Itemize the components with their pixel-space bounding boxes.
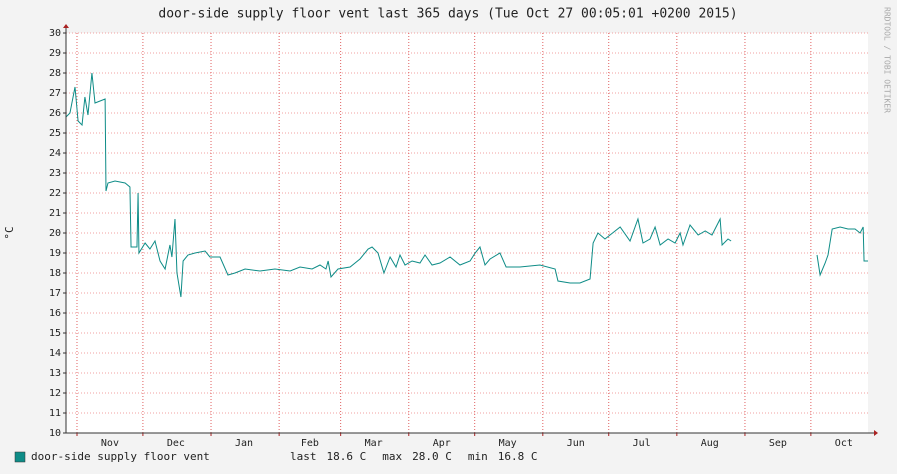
y-tick-label: 27 xyxy=(49,88,61,99)
y-tick-label: 14 xyxy=(49,348,61,359)
y-tick-label: 13 xyxy=(49,368,61,379)
x-axis-arrow xyxy=(874,430,878,436)
x-tick-label: Dec xyxy=(167,438,185,449)
y-tick-label: 11 xyxy=(49,408,61,419)
y-tick-label: 16 xyxy=(49,308,61,319)
y-tick-label: 29 xyxy=(49,48,61,59)
x-tick-label: Jul xyxy=(633,438,651,449)
x-tick-label: Apr xyxy=(433,438,451,449)
x-tick-label: May xyxy=(499,438,517,449)
legend-stat-name: min xyxy=(468,450,488,463)
legend-label: door-side supply floor vent xyxy=(31,450,210,463)
legend-stat-value: 18.6 C xyxy=(327,450,367,463)
y-tick-label: 10 xyxy=(49,428,61,439)
x-tick-label: Nov xyxy=(101,438,119,449)
y-tick-label: 30 xyxy=(49,28,61,39)
y-tick-label: 24 xyxy=(49,148,61,159)
y-tick-label: 17 xyxy=(49,288,61,299)
y-axis-label: °C xyxy=(3,226,16,239)
y-tick-label: 23 xyxy=(49,168,61,179)
y-tick-label: 12 xyxy=(49,388,61,399)
marks xyxy=(65,72,868,298)
legend-stat-value: 28.0 C xyxy=(412,450,452,463)
y-tick-label: 25 xyxy=(49,128,61,139)
y-tick-label: 21 xyxy=(49,208,61,219)
x-tick-label: Feb xyxy=(301,438,319,449)
legend-stat-name: last xyxy=(290,450,317,463)
y-tick-label: 22 xyxy=(49,188,61,199)
legend: door-side supply floor vent last 18.6 C max… xyxy=(14,450,538,463)
legend-stat-value: 16.8 C xyxy=(498,450,538,463)
y-tick-label: 18 xyxy=(49,268,61,279)
y-tick-label: 26 xyxy=(49,108,61,119)
line xyxy=(65,72,868,298)
chart-title: door-side supply floor vent last 365 day… xyxy=(158,7,737,22)
y-axis-arrow xyxy=(63,24,69,28)
y-tick-label: 15 xyxy=(49,328,61,339)
x-tick-label: Jun xyxy=(567,438,585,449)
x-tick-label: Aug xyxy=(701,438,719,449)
y-tick-label: 20 xyxy=(49,228,61,239)
y-tick-label: 19 xyxy=(49,248,61,259)
legend-swatch xyxy=(14,451,26,463)
grid: 10 11 12 13 14 15 16 17 18 19 20 21 22 23 24 25 26 27 28 29… xyxy=(49,28,868,449)
legend-stat-name: max xyxy=(382,450,402,463)
x-tick-label: Jan xyxy=(235,438,253,449)
plot-area xyxy=(66,33,868,433)
y-tick-label: 28 xyxy=(49,68,61,79)
x-tick-label: Sep xyxy=(769,438,787,449)
x-tick-label: Oct xyxy=(835,438,853,449)
x-tick-label: Mar xyxy=(365,438,383,449)
watermark: RRDTOOL / TOBI OETIKER xyxy=(883,7,892,113)
